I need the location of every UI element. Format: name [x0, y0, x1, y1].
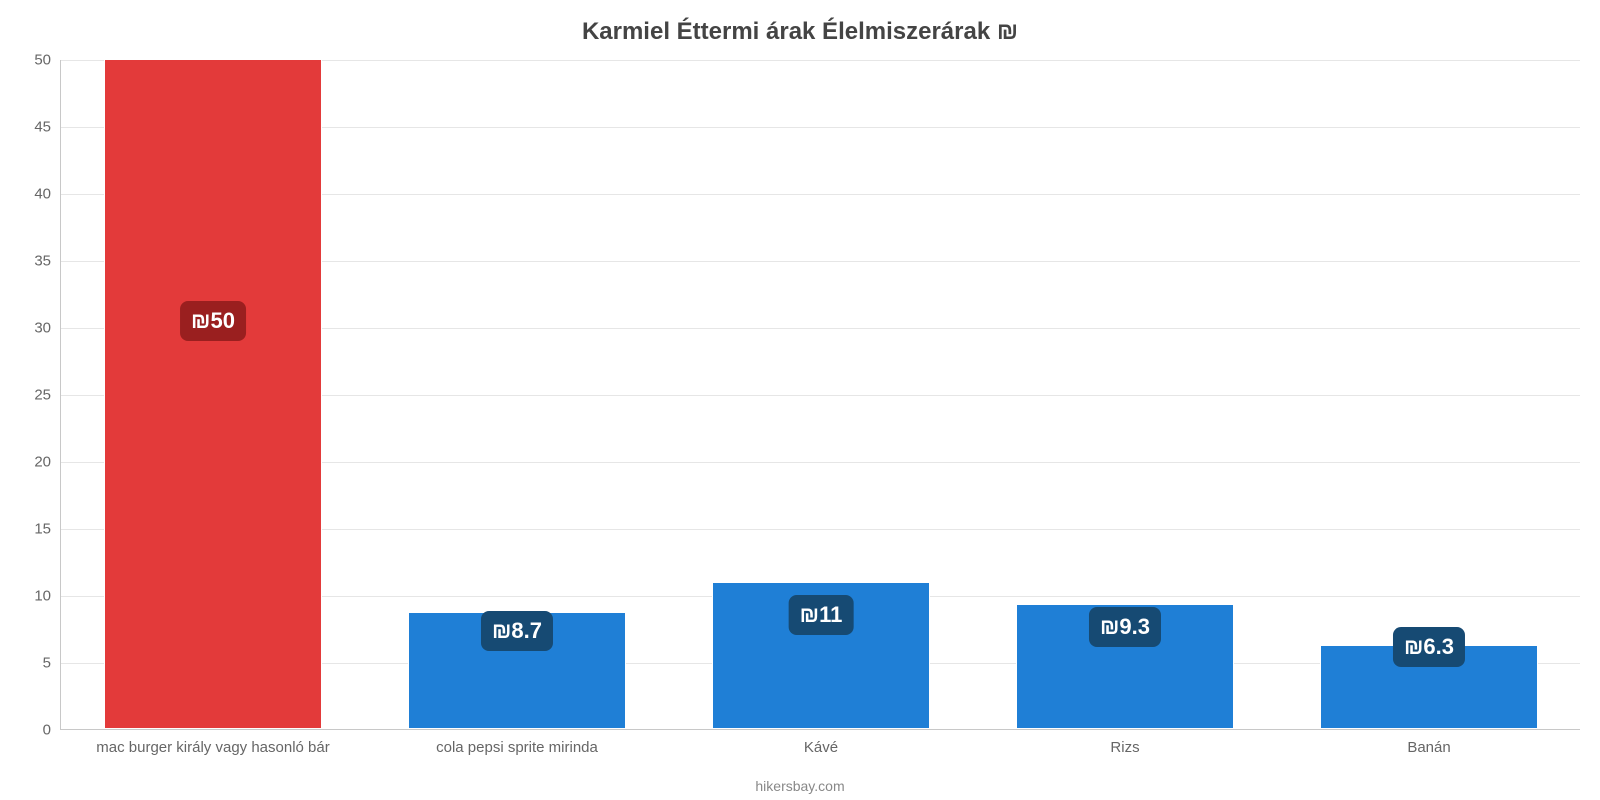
y-tick-label: 15	[34, 521, 61, 538]
chart-title: Karmiel Éttermi árak Élelmiszerárak ₪	[0, 18, 1600, 46]
bar-value-label: ₪8.7	[481, 611, 553, 651]
chart-credit: hikersbay.com	[0, 778, 1600, 794]
y-tick-label: 50	[34, 52, 61, 69]
bar-value-label: ₪9.3	[1089, 607, 1161, 647]
y-tick-label: 30	[34, 320, 61, 337]
bar	[104, 59, 323, 729]
y-tick-label: 5	[43, 655, 61, 672]
bar-value-label: ₪50	[180, 301, 246, 341]
bar-value-label: ₪11	[789, 595, 854, 635]
bar-value-label: ₪6.3	[1393, 627, 1465, 667]
y-tick-label: 45	[34, 119, 61, 136]
y-tick-label: 0	[43, 722, 61, 739]
x-tick-label: Banán	[1407, 729, 1450, 756]
x-tick-label: Kávé	[804, 729, 838, 756]
y-tick-label: 10	[34, 588, 61, 605]
y-tick-label: 40	[34, 186, 61, 203]
plot-area: 05101520253035404550₪50mac burger király…	[60, 60, 1580, 730]
x-tick-label: cola pepsi sprite mirinda	[436, 729, 598, 756]
y-tick-label: 25	[34, 387, 61, 404]
x-tick-label: mac burger király vagy hasonló bár	[96, 729, 329, 756]
x-tick-label: Rizs	[1110, 729, 1139, 756]
price-bar-chart: Karmiel Éttermi árak Élelmiszerárak ₪ 05…	[0, 0, 1600, 800]
y-tick-label: 35	[34, 253, 61, 270]
y-tick-label: 20	[34, 454, 61, 471]
